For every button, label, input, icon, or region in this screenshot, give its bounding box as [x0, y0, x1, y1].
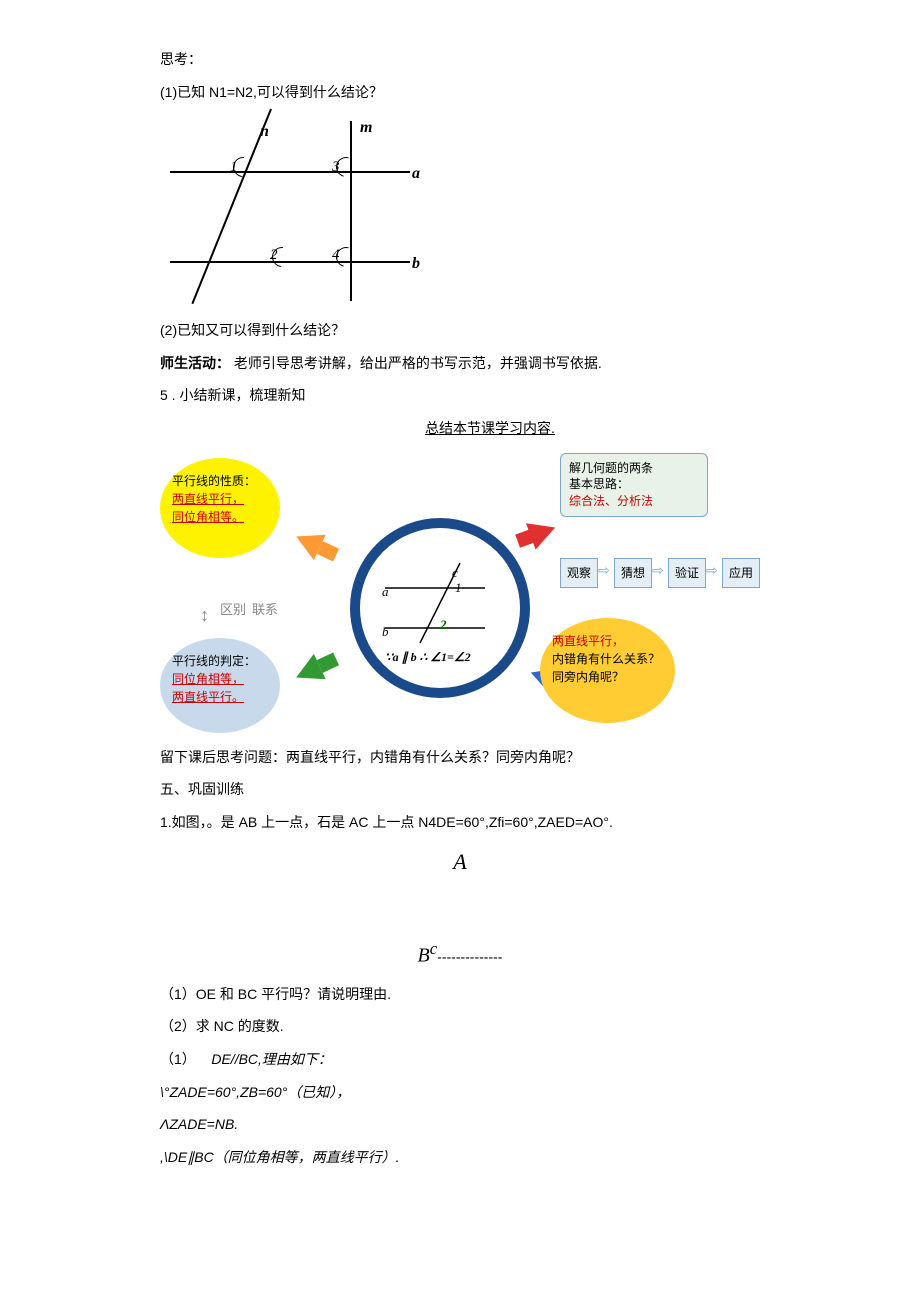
chain-arrow-1-icon: ⇨: [652, 557, 664, 584]
chain-box-2: 验证: [668, 558, 706, 589]
sol-line-2: \°ZADE=60°,ZB=60°（已知），: [160, 1079, 760, 1106]
sol-line-4: ,\DE∥BC（同位角相等，两直线平行）.: [160, 1144, 760, 1171]
box-line1: 解几何题的两条: [569, 460, 699, 477]
center-bottom-formula: ∵a ∥ b ∴ ∠1=∠2: [385, 646, 471, 669]
bubble-criteria: 平行线的判定： 同位角相等， 两直线平行。: [160, 638, 280, 733]
yellow-title: 平行线的性质：: [172, 472, 268, 490]
sol-1-text: DE//BC,理由如下：: [211, 1051, 332, 1067]
geometry-diagram: n m a b 1 3 2 4: [160, 111, 420, 311]
center-angle-1: 1: [455, 576, 462, 601]
subq-2: （2）求 NC 的度数.: [160, 1013, 760, 1040]
section-5: 5 . 小结新课，梳理新知: [160, 382, 760, 409]
question-1: (1)已知 N1=N2,可以得到什么结论？: [160, 79, 760, 106]
summary-line: 总结本节课学习内容.: [280, 415, 700, 442]
box-line3: 综合法、分析法: [569, 493, 699, 510]
bubble-properties: 平行线的性质： 两直线平行， 同位角相等。: [160, 458, 280, 558]
chain-box-0: 观察: [560, 558, 598, 589]
orange-line3: 同旁内角呢？: [552, 668, 663, 686]
activity-text: 老师引导思考讲解，给出严格的书写示范，并强调书写依据.: [234, 355, 602, 371]
label-a: a: [412, 159, 420, 189]
label-m: m: [360, 113, 372, 143]
infographic: 平行线的性质： 两直线平行， 同位角相等。 平行线的判定： 同位角相等， 两直线…: [160, 448, 760, 738]
orange-line2: 内错角有什么关系？: [552, 650, 663, 668]
method-box: 解几何题的两条 基本思路： 综合法、分析法: [560, 453, 708, 517]
box-line2: 基本思路：: [569, 476, 699, 493]
think-heading: 思考：: [160, 46, 760, 73]
yellow-line1: 两直线平行，: [172, 490, 268, 508]
chain-arrow-0-icon: ⇨: [598, 557, 610, 584]
activity-line: 师生活动： 老师引导思考讲解，给出严格的书写示范，并强调书写依据.: [160, 350, 760, 377]
chain-arrow-2-icon: ⇨: [706, 557, 718, 584]
label-n: n: [260, 117, 269, 147]
bubble-question: 两直线平行， 内错角有什么关系？ 同旁内角呢？: [540, 618, 675, 723]
figure-B: B: [418, 945, 430, 967]
subq-1: （1）OE 和 BC 平行吗？请说明理由.: [160, 981, 760, 1008]
figure-label-B: Bc--------------: [160, 933, 760, 975]
question-2: (2)已知又可以得到什么结论？: [160, 317, 760, 344]
chain-box-3: 应用: [722, 558, 760, 589]
exercise-1: 1.如图，。是 AB 上一点，石是 AC 上一点 N4DE=60°,Zfi=60…: [160, 809, 760, 836]
center-angle-2: 2: [440, 613, 447, 638]
arrow-red-icon: [526, 514, 560, 549]
center-label-b: b: [382, 620, 389, 645]
updown-arrow-icon: ↕: [200, 598, 209, 632]
sol-line-3: ΛZADE=NB.: [160, 1111, 760, 1138]
sol-line-1: （1） DE//BC,理由如下：: [160, 1046, 760, 1073]
arrow-green-icon: [290, 653, 325, 689]
orange-line1: 两直线平行，: [552, 632, 663, 650]
line-m: [350, 121, 352, 301]
grey-left: 区别: [220, 598, 246, 623]
bluebub-line2: 两直线平行。: [172, 688, 268, 706]
bluebub-title: 平行线的判定：: [172, 652, 268, 670]
activity-label: 师生活动：: [160, 355, 230, 371]
section-consolidate: 五、巩固训练: [160, 776, 760, 803]
center-label-a: a: [382, 580, 389, 605]
grey-right: 联系: [252, 598, 278, 623]
center-ring: c 1 a 2 b ∵a ∥ b ∴ ∠1=∠2: [350, 518, 530, 698]
figure-spacer: [160, 883, 760, 933]
sol-1-label: （1）: [160, 1051, 196, 1067]
label-b: b: [412, 249, 420, 279]
figure-dash: --------------: [437, 949, 502, 965]
yellow-line2: 同位角相等。: [172, 508, 268, 526]
line-a: [170, 171, 410, 173]
figure-label-A: A: [160, 841, 760, 883]
followup-question: 留下课后思考问题：两直线平行，内错角有什么关系？同旁内角呢？: [160, 744, 760, 771]
chain-box-1: 猜想: [614, 558, 652, 589]
arrow-orange-icon: [290, 523, 325, 559]
bluebub-line1: 同位角相等，: [172, 670, 268, 688]
